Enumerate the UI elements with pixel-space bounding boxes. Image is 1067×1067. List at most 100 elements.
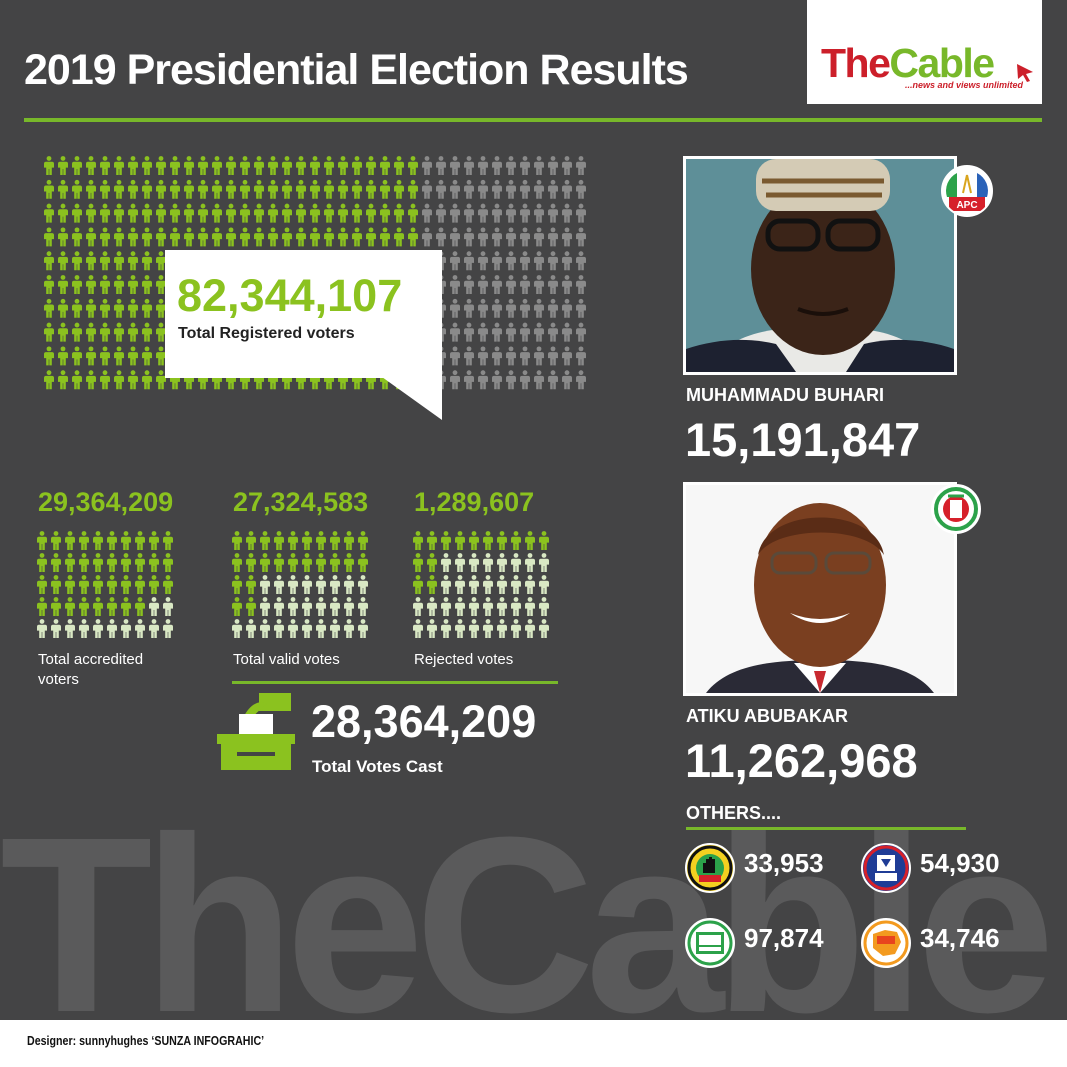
person-figure-icon <box>506 346 516 366</box>
person-figure-icon <box>539 619 549 638</box>
person-figure-icon <box>156 346 166 366</box>
person-figure-icon <box>128 275 138 294</box>
person-figure-icon <box>413 531 423 550</box>
person-figure-icon <box>149 597 159 616</box>
person-figure-icon <box>506 322 516 342</box>
person-figure-icon <box>37 531 47 550</box>
person-figure-icon <box>260 553 270 572</box>
person-figure-icon <box>478 156 488 175</box>
person-figure-icon <box>107 553 117 572</box>
person-figure-icon <box>436 179 446 199</box>
callout-pointer <box>382 377 442 420</box>
person-figure-icon <box>156 203 166 223</box>
person-figure-icon <box>358 619 368 638</box>
person-figure-icon <box>534 346 544 366</box>
person-figure-icon <box>232 575 242 594</box>
person-figure-icon <box>163 575 173 594</box>
person-figure-icon <box>324 227 334 247</box>
person-figure-icon <box>464 275 474 294</box>
person-figure-icon <box>534 275 544 294</box>
person-figure-icon <box>44 275 54 294</box>
person-figure-icon <box>79 553 89 572</box>
person-figure-icon <box>156 298 166 318</box>
person-figure-icon <box>170 179 180 199</box>
person-figure-icon <box>562 370 572 390</box>
person-figure-icon <box>274 619 284 638</box>
accredited-voters-label-line1: Total accredited <box>38 651 144 668</box>
person-figure-icon <box>506 275 516 294</box>
person-figure-icon <box>427 531 437 550</box>
person-figure-icon <box>121 597 131 616</box>
person-figure-icon <box>548 156 558 175</box>
person-figure-icon <box>422 227 432 247</box>
person-figure-icon <box>65 597 75 616</box>
person-figure-icon <box>548 275 558 294</box>
person-figure-icon <box>506 179 516 199</box>
person-figure-icon <box>184 179 194 199</box>
person-figure-icon <box>534 227 544 247</box>
person-figure-icon <box>380 203 390 223</box>
person-figure-icon <box>302 575 312 594</box>
person-figure-icon <box>240 203 250 223</box>
person-figure-icon <box>576 346 586 366</box>
person-figure-icon <box>483 553 493 572</box>
person-figure-icon <box>394 203 404 223</box>
adp-party-badge <box>861 843 911 893</box>
person-figure-icon <box>324 203 334 223</box>
person-figure-icon <box>413 575 423 594</box>
person-figure-icon <box>274 575 284 594</box>
person-figure-icon <box>562 322 572 342</box>
person-figure-icon <box>86 298 96 318</box>
person-figure-icon <box>184 203 194 223</box>
person-figure-icon <box>156 227 166 247</box>
candidate-votes-atiku: 11,262,968 <box>685 734 918 787</box>
person-figure-icon <box>302 619 312 638</box>
person-figure-icon <box>93 531 103 550</box>
person-figure-icon <box>324 156 334 175</box>
person-figure-icon <box>338 203 348 223</box>
person-figure-icon <box>344 553 354 572</box>
person-figure-icon <box>100 298 110 318</box>
person-figure-icon <box>539 597 549 616</box>
person-figure-icon <box>576 275 586 294</box>
person-figure-icon <box>450 275 460 294</box>
person-figure-icon <box>506 227 516 247</box>
person-figure-icon <box>246 619 256 638</box>
person-figure-icon <box>254 203 264 223</box>
person-figure-icon <box>170 227 180 247</box>
person-figure-icon <box>44 179 54 199</box>
person-figure-icon <box>464 203 474 223</box>
person-figure-icon <box>260 597 270 616</box>
registered-voters-label: Total Registered voters <box>178 325 355 342</box>
person-figure-icon <box>450 322 460 342</box>
person-figure-icon <box>58 275 68 294</box>
person-figure-icon <box>128 346 138 366</box>
person-figure-icon <box>142 203 152 223</box>
person-figure-icon <box>240 227 250 247</box>
person-figure-icon <box>72 346 82 366</box>
person-figure-icon <box>246 597 256 616</box>
person-figure-icon <box>455 597 465 616</box>
person-figure-icon <box>44 322 54 342</box>
person-figure-icon <box>149 553 159 572</box>
person-figure-icon <box>72 322 82 342</box>
person-figure-icon <box>436 156 446 175</box>
person-figure-icon <box>316 597 326 616</box>
person-figure-icon <box>413 597 423 616</box>
person-figure-icon <box>274 531 284 550</box>
person-figure-icon <box>100 370 110 390</box>
person-figure-icon <box>520 322 530 342</box>
person-figure-icon <box>163 597 173 616</box>
person-figure-icon <box>51 575 61 594</box>
person-figure-icon <box>156 251 166 271</box>
rejected-votes-value: 1,289,607 <box>414 487 535 517</box>
person-figure-icon <box>511 597 521 616</box>
person-figure-icon <box>469 619 479 638</box>
person-figure-icon <box>296 156 306 175</box>
person-figure-icon <box>394 227 404 247</box>
person-figure-icon <box>492 370 502 390</box>
valid-votes-label: Total valid votes <box>233 651 340 668</box>
logo-tagline: ...news and views unlimited <box>905 80 1024 90</box>
adc-logo-icon <box>687 920 733 966</box>
adc-votes: 97,874 <box>744 923 824 953</box>
